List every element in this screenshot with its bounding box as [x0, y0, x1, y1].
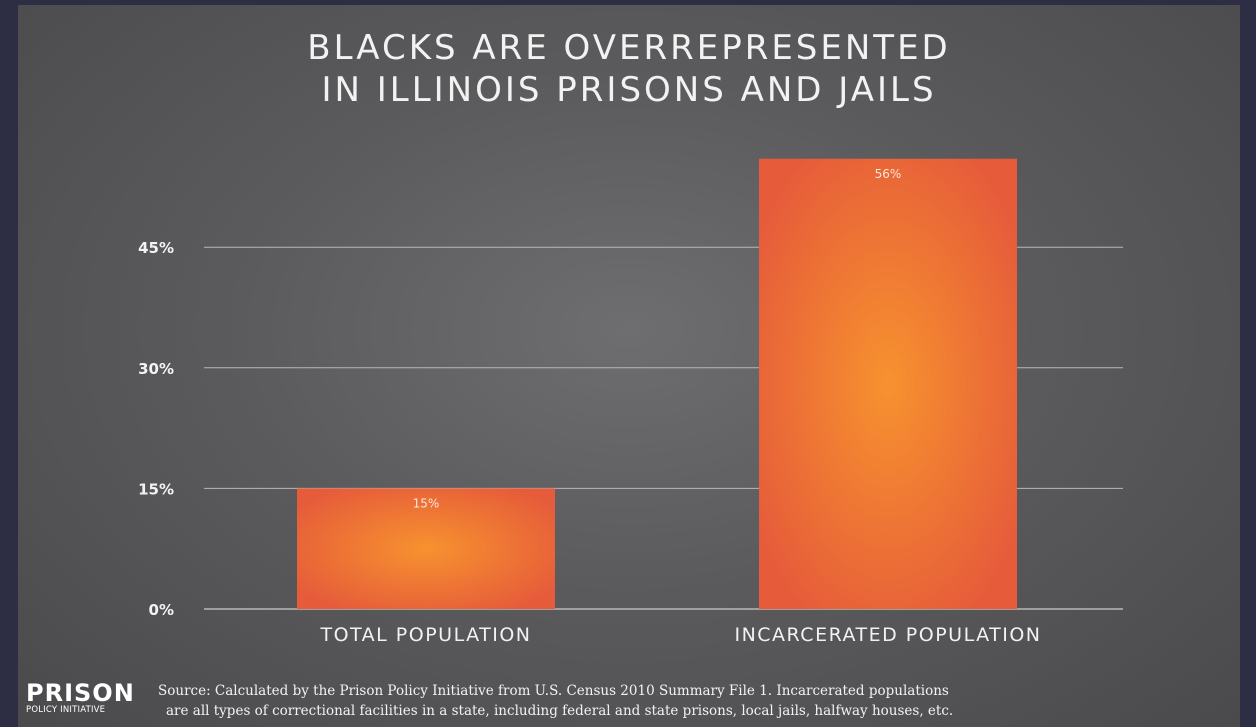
bar — [759, 158, 1017, 609]
y-tick-label: 0% — [149, 601, 174, 619]
source-line-1: Source: Calculated by the Prison Policy … — [158, 683, 949, 699]
title-line-1: BLACKS ARE OVERREPRESENTED — [307, 28, 951, 68]
source-note: Source: Calculated by the Prison Policy … — [158, 681, 1238, 721]
x-category-label: INCARCERATED POPULATION — [734, 624, 1041, 646]
bar-data-label: 15% — [413, 496, 440, 510]
prison-policy-initiative-logo: PRISON POLICY INITIATIVE — [26, 681, 158, 716]
bar-chart: 0% 15% 30% 45% 15% TOTAL POPULATION 56% INCARCE… — [138, 158, 1123, 646]
x-category-label: TOTAL POPULATION — [319, 624, 531, 646]
bar-data-label: 56% — [875, 167, 902, 181]
source-line-2: are all types of correctional facilities… — [166, 703, 954, 719]
chart-title: BLACKS ARE OVERREPRESENTED IN ILLINOIS P… — [18, 27, 1240, 111]
chart-slide: BLACKS ARE OVERREPRESENTED IN ILLINOIS P… — [18, 5, 1240, 727]
y-tick-label: 15% — [138, 480, 174, 498]
logo-main-text: PRISON — [26, 679, 135, 707]
bar — [297, 488, 555, 609]
title-line-2: IN ILLINOIS PRISONS AND JAILS — [321, 70, 937, 110]
y-tick-label: 45% — [138, 239, 174, 257]
y-tick-label: 30% — [138, 360, 174, 378]
logo-sub-text: POLICY INITIATIVE — [26, 705, 106, 715]
